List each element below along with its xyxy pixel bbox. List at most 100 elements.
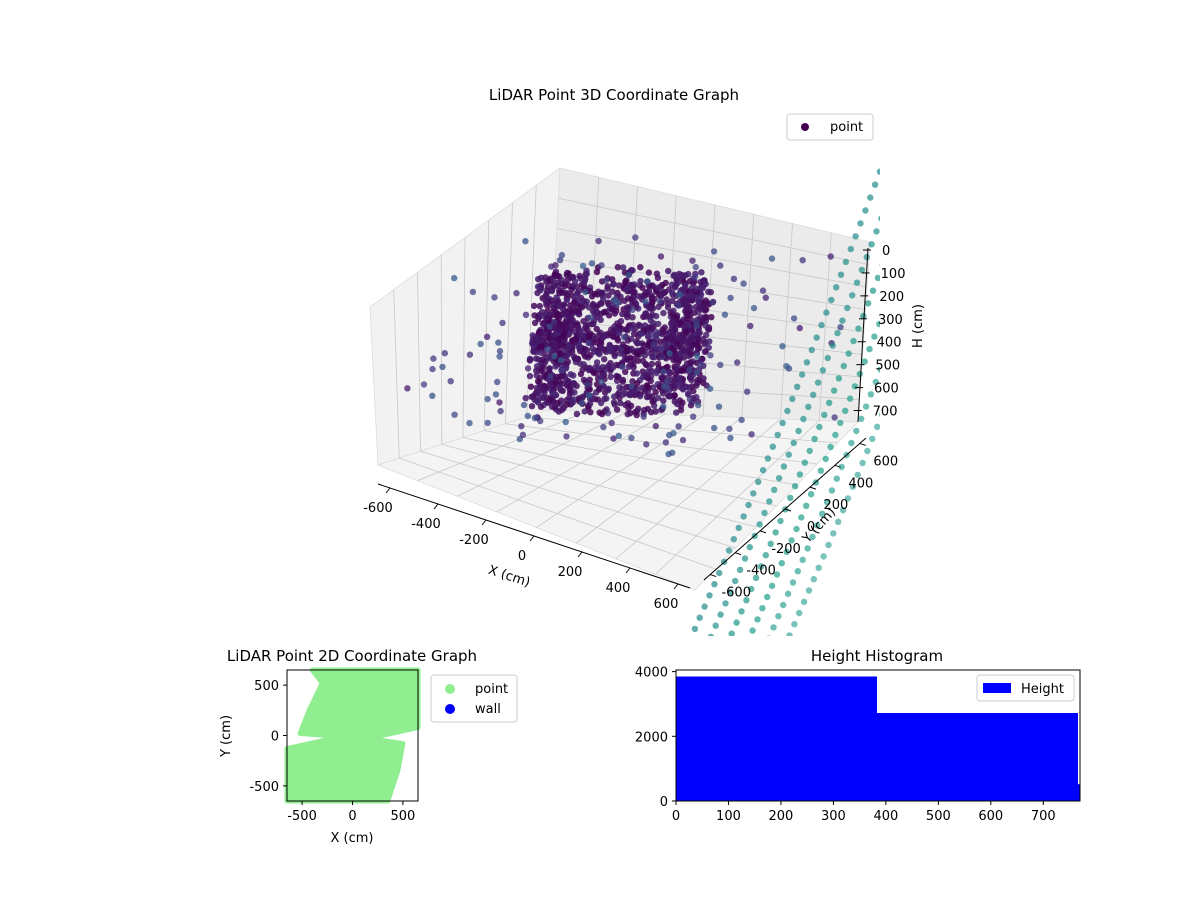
point-3d-scatter [598, 378, 605, 386]
point-3d-arc [748, 585, 755, 593]
grid-line-left-v [462, 237, 466, 438]
point-3d-dense [552, 341, 559, 348]
hist-x-tick-label: 300 [821, 809, 846, 824]
point-3d-scatter [496, 347, 504, 355]
chart-2d-ticks: -500 0 500 500 0 -500 [249, 679, 415, 824]
chart-2d-x-tick-label: -500 [287, 809, 317, 824]
x-tick-label-3d: 400 [606, 581, 631, 596]
chart-3d: LiDAR Point 3D Coordinate Graph -600 -400… [363, 86, 926, 643]
point-3d-dense [584, 326, 591, 333]
point-3d-scatter [563, 433, 570, 440]
point-3d-dense [623, 304, 631, 311]
point-3d-dense [617, 293, 624, 300]
point-3d-arc [687, 637, 693, 643]
point-3d-scatter [664, 384, 671, 392]
point-3d-scatter [491, 294, 498, 301]
point-3d-dense [576, 272, 583, 280]
point-3d-arc [728, 630, 735, 636]
point-3d-dense [556, 290, 563, 297]
point-3d-dense [634, 380, 641, 387]
point-3d-dense [614, 335, 621, 342]
point-3d-arc [798, 514, 805, 521]
point-3d-arc [824, 354, 831, 362]
point-3d-arc [795, 427, 802, 435]
point-3d-arc [874, 274, 880, 282]
point-3d-scatter [548, 263, 555, 270]
point-3d-dense [571, 389, 578, 396]
point-3d-dense [595, 331, 603, 339]
point-3d-arc [858, 266, 866, 274]
point-3d-arc [696, 614, 703, 621]
point-3d-scatter [711, 424, 718, 432]
point-3d-scatter [686, 396, 694, 403]
point-3d-dense [592, 364, 599, 371]
point-3d-arc [859, 459, 866, 467]
point-3d-arc [876, 168, 880, 175]
point-3d-arc [796, 609, 803, 617]
point-3d-arc [818, 321, 825, 329]
point-3d-dense [563, 310, 570, 318]
point-3d-arc [862, 207, 869, 214]
point-3d-dense [536, 302, 543, 310]
point-3d-dense [655, 284, 662, 291]
point-3d-arc [871, 333, 878, 340]
point-3d-dense [527, 356, 534, 364]
z-tick-label-3d: 100 [881, 267, 906, 282]
point-3d-arc [787, 494, 794, 501]
y-tick-label-3d: -400 [746, 564, 776, 579]
point-3d-arc [759, 467, 767, 474]
point-3d-arc [738, 608, 745, 615]
point-3d-scatter [779, 343, 786, 350]
point-3d-dense [619, 385, 626, 392]
point-3d-scatter [598, 262, 605, 269]
point-3d-scatter [637, 330, 645, 337]
point-3d-scatter [625, 271, 632, 279]
point-3d-scatter [690, 413, 697, 420]
point-3d-arc [805, 403, 812, 411]
point-3d-dense [702, 348, 709, 355]
point-3d-dense [692, 285, 700, 292]
point-3d-arc [730, 536, 737, 543]
point-3d-arc [842, 407, 849, 414]
y-tick-label-3d: 200 [824, 498, 849, 513]
point-3d-arc [879, 263, 880, 267]
point-3d-dense [655, 303, 662, 311]
point-3d-scatter [477, 340, 484, 348]
point-3d-dense [556, 326, 563, 333]
point-3d-dense [575, 324, 582, 331]
point-3d-dense [690, 387, 697, 395]
point-3d-scatter [587, 314, 594, 321]
point-3d-dense [596, 350, 603, 358]
point-3d-dense [570, 299, 578, 306]
y-tick-3d [809, 486, 817, 490]
point-3d-dense [650, 320, 657, 327]
point-3d-dense [593, 268, 601, 276]
point-3d-arc [793, 525, 800, 533]
point-3d-arc [920, 206, 926, 212]
point-3d-scatter [652, 422, 659, 430]
point-3d-dense [671, 385, 678, 392]
chart-2d-ylabel: Y (cm) [219, 715, 234, 758]
point-3d-dense [676, 374, 683, 381]
point-3d-dense [605, 362, 612, 370]
point-3d-scatter [689, 257, 696, 264]
point-3d-dense [568, 325, 575, 333]
chart-2d-title: LiDAR Point 2D Coordinate Graph [227, 647, 477, 665]
point-3d-arc [850, 337, 857, 345]
point-3d-arc [829, 342, 836, 349]
point-3d-dense [648, 345, 655, 353]
point-3d-dense [563, 296, 571, 303]
point-3d-dense [706, 338, 713, 345]
point-3d-dense [648, 409, 655, 416]
point-3d-scatter [550, 390, 557, 397]
chart-2d-x-tick-label: 500 [390, 809, 415, 824]
ticks-3d: -600-400-2000200400600-600-400-200020040… [363, 244, 905, 612]
point-3d-arc [819, 510, 826, 517]
point-3d-dense [610, 364, 617, 371]
point-3d-dense [629, 267, 636, 274]
point-3d-scatter [451, 411, 458, 418]
chart-hist-bars [676, 676, 1080, 801]
point-3d-scatter [544, 346, 551, 353]
point-3d-arc [788, 537, 795, 544]
